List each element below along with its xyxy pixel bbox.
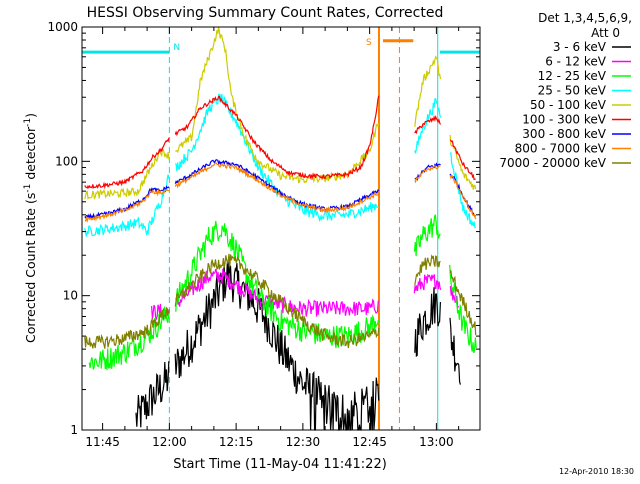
y-tick-label: 10 [63,289,78,303]
series-line-6-12-kev [151,268,459,321]
series-layer [84,27,477,431]
series-line-100-300-kev [84,95,476,190]
x-axis-title: Start Time (11-May-04 11:41:22) [173,457,387,472]
chart-title: HESSI Observing Summary Count Rates, Cor… [87,5,444,21]
legend-title: Det 1,3,4,5,6,9, [538,11,632,25]
saa-flag-marker: S [366,38,372,48]
legend-label: 12 - 25 keV [538,69,607,83]
legend-label: 3 - 6 keV [553,40,607,54]
series-line-7000-20000-kev [84,253,477,349]
flags-layer: NS [82,27,480,430]
x-tick-label: 13:00 [419,435,454,449]
night-flag-marker: N [173,43,180,53]
legend-subtitle: Att 0 [591,26,620,40]
legend-label: 7000 - 20000 keV [499,156,606,170]
series-line-12-25-kev [88,214,477,371]
x-tick-label: 12:15 [219,435,254,449]
y-axis-title-part1: Corrected Count Rate (s [23,193,38,343]
legend-label: 800 - 7000 keV [515,142,607,156]
plot-frame [81,26,481,431]
y-axis-title-part3: ) [23,113,38,118]
legend-label: 25 - 50 keV [538,84,607,98]
axes: 11:45 12:00 12:15 12:30 12:45 13:00 1 10 100 1000 [47,20,480,449]
plot-area: NS 11:45 12:00 12:15 12:30 12:45 13:001101001… [47,20,481,449]
x-tick-label: 11:45 [85,435,120,449]
y-tick-label: 1000 [47,20,78,34]
legend-label: 6 - 12 keV [545,55,607,69]
y-tick-label: 100 [55,154,78,168]
series-line-300-800-kev [84,159,477,221]
series-line-25-50-kev [84,93,476,237]
y-axis-title-part2: detector [23,126,38,184]
legend-label: 300 - 800 keV [522,127,606,141]
y-tick-label: 1 [70,423,78,437]
legend-label: 50 - 100 keV [530,98,607,112]
series-line-3-6-kev [135,261,461,431]
y-axis-title: Corrected Count Rate (s-1 detector-1) [23,113,38,343]
series-line-800-7000-kev [84,162,477,224]
x-tick-label: 12:30 [286,435,321,449]
x-tick-label: 12:00 [152,435,187,449]
y-axis-title-sup2: -1 [23,118,33,127]
y-axis-title-sup1: -1 [23,184,33,193]
legend-label: 100 - 300 keV [522,113,606,127]
series-line-50-100-kev [84,27,477,200]
x-tick-label: 12:45 [352,435,387,449]
footer-date: 12-Apr-2010 18:30 [559,467,634,476]
